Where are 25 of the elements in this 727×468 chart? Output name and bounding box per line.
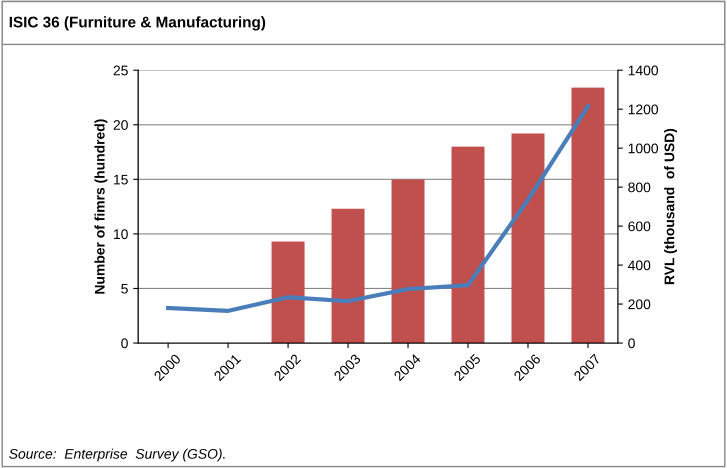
line-series [166, 104, 590, 313]
y2-tick-label: 0 [628, 338, 635, 348]
y2-tick-label: 200 [628, 299, 650, 310]
y2-axis-title: RVL (thousand of USD) [664, 128, 678, 284]
source-note: Source: Enterprise Survey (GSO). [9, 448, 225, 462]
bar [332, 208, 365, 344]
bar [452, 146, 484, 344]
y2-tick-label: 400 [628, 260, 650, 270]
y-tick-label: 10 [114, 229, 128, 240]
y2-tick-label: 1000 [628, 143, 658, 154]
bar [272, 242, 305, 344]
y2-tick-label: 1200 [628, 104, 658, 114]
y2-tick-label: 1400 [628, 66, 658, 76]
y-tick-label: 25 [114, 66, 128, 76]
y-tick-label: 20 [114, 120, 128, 130]
bar [571, 88, 604, 344]
y-tick-label: 0 [121, 338, 128, 348]
bar [511, 134, 544, 344]
y-tick-label: 15 [114, 174, 128, 185]
y-tick-label: 5 [121, 284, 128, 294]
y2-tick-label: 600 [628, 221, 650, 232]
y-axis-title: Number of fimrs (hundred) [94, 119, 108, 294]
chart-title: ISIC 36 (Furniture & Manufacturing) [10, 16, 266, 31]
bar [392, 179, 425, 344]
y2-tick-label: 800 [628, 182, 650, 192]
